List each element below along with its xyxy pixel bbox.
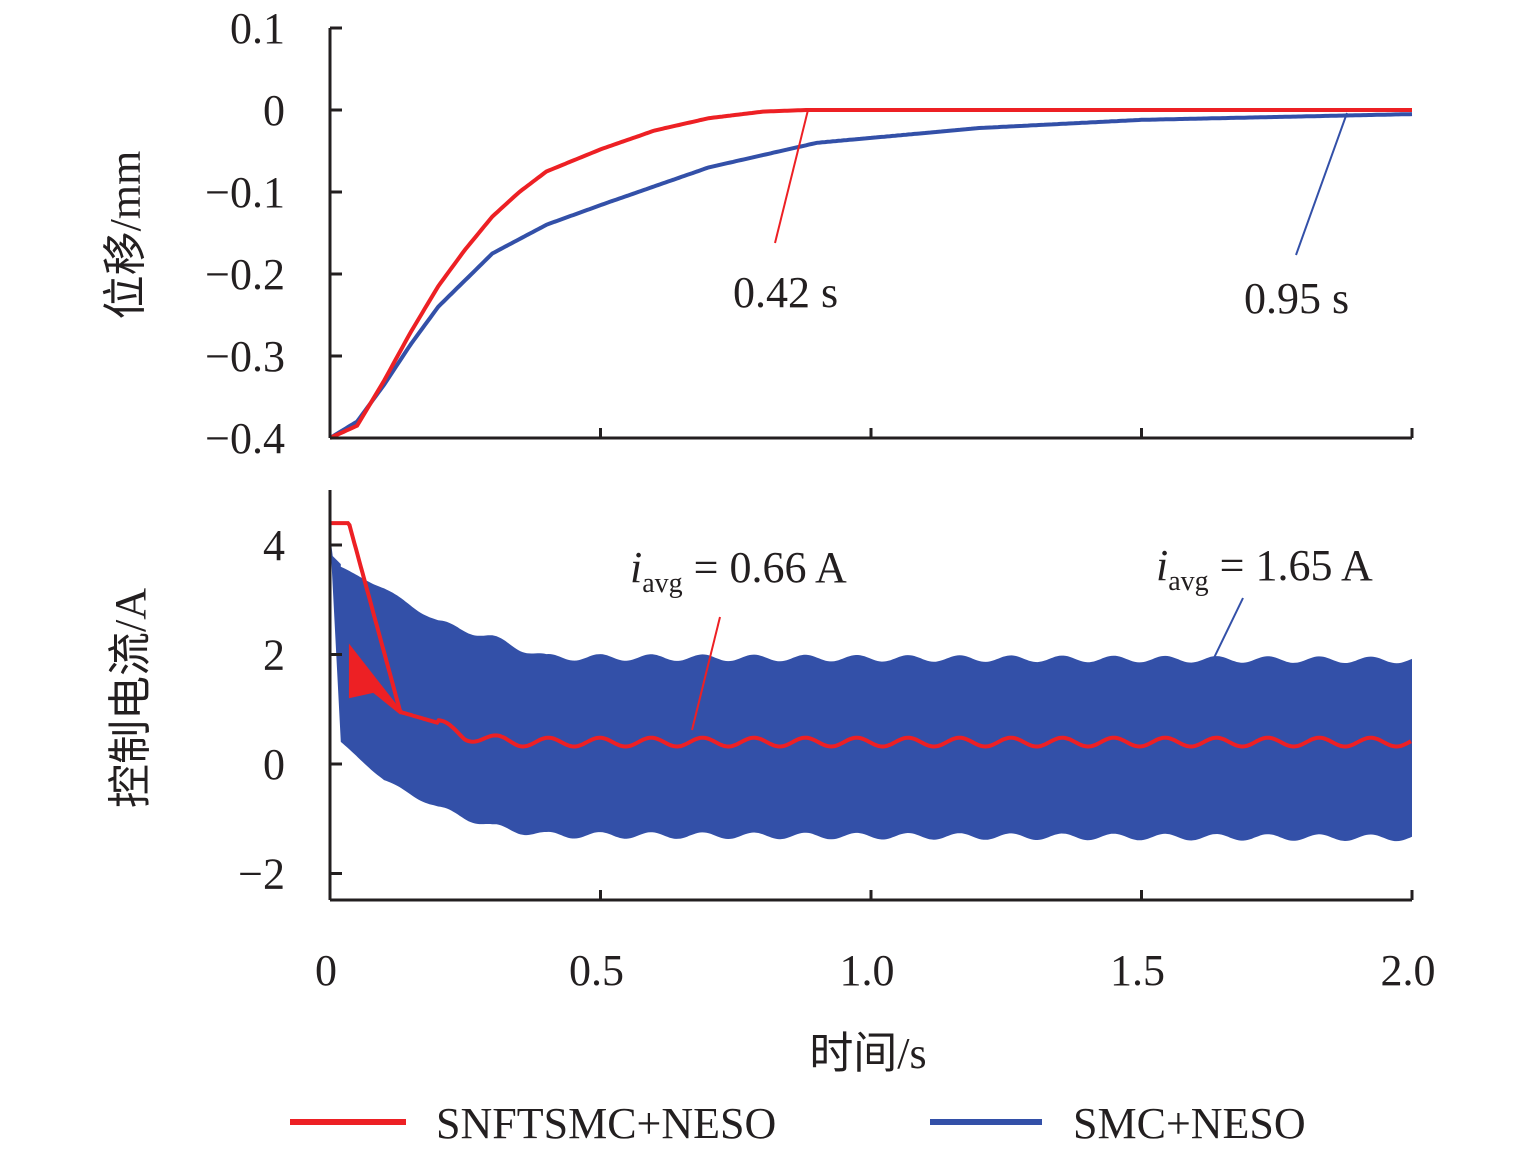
annotation-value: = 0.66 A: [683, 543, 847, 592]
annotation-smc-current: iavg = 1.65 A: [1156, 541, 1373, 663]
top-y-label: 位移/mm: [101, 151, 150, 320]
y-tick-label: −0.4: [205, 414, 285, 463]
y-tick-label: 2: [263, 631, 285, 680]
x-tick-label: 0: [315, 946, 337, 995]
annotation-sub: avg: [1168, 566, 1208, 597]
annotation-leader: [774, 109, 809, 244]
series-line-snftsmc-neso: [330, 521, 1412, 749]
series-line-snftsmc-neso: [329, 108, 1412, 440]
y-tick-label: −2: [238, 850, 285, 899]
legend: SNFTSMC+NESO SMC+NESO: [290, 1099, 1306, 1148]
annotation-var: i: [1156, 541, 1168, 590]
annotation-value: = 1.65 A: [1209, 541, 1373, 590]
annotation-leader: [1295, 112, 1348, 256]
x-tick-label: 1.5: [1110, 946, 1165, 995]
y-tick-label: −0.2: [205, 250, 285, 299]
bottom-y-label: 控制电流/A: [106, 588, 155, 808]
y-tick-label: 0: [263, 86, 285, 135]
annotation-text: iavg = 1.65 A: [1156, 541, 1373, 597]
annotation-text: iavg = 0.66 A: [630, 543, 847, 599]
y-tick-label: 0: [263, 740, 285, 789]
annotation-smc-time: 0.95 s: [1244, 112, 1349, 323]
y-tick-label: −0.1: [205, 168, 285, 217]
y-tick-label: 4: [263, 521, 285, 570]
annotation-sub: avg: [642, 568, 682, 599]
top-panel: 0.1 0 −0.1 −0.2 −0.3 −0.4 位移/mm 0.42 s 0.95 s: [101, 4, 1414, 463]
bottom-plot-data: [330, 521, 1412, 842]
annotation-leader: [691, 616, 721, 731]
x-tick-label: 1.0: [840, 946, 895, 995]
annotation-var: i: [630, 543, 642, 592]
x-tick-label: 2.0: [1381, 946, 1436, 995]
annotation-leader: [1211, 597, 1244, 663]
legend-label-smc: SMC+NESO: [1073, 1099, 1306, 1148]
top-ticks: 0.1 0 −0.1 −0.2 −0.3 −0.4: [205, 4, 1414, 463]
x-axis-label: 时间/s: [809, 1029, 926, 1078]
annotation-snftsmc-time: 0.42 s: [733, 109, 838, 317]
annotation-text: 0.95 s: [1244, 274, 1349, 323]
legend-label-snftsmc: SNFTSMC+NESO: [436, 1099, 776, 1148]
y-tick-label: −0.3: [205, 332, 285, 381]
bottom-ticks: 0 0.5 1.0 1.5 2.0 4 2 0 −2: [238, 521, 1435, 995]
series-line-smc-neso: [328, 112, 1413, 440]
y-tick-label: 0.1: [230, 4, 285, 53]
x-tick-label: 0.5: [569, 946, 624, 995]
annotation-snftsmc-current: iavg = 0.66 A: [630, 543, 847, 731]
series-chatter-snftsmc-neso: [348, 643, 401, 715]
top-plot-data: [328, 108, 1413, 440]
annotation-text: 0.42 s: [733, 268, 838, 317]
series-band-smc-neso: [330, 534, 1412, 842]
